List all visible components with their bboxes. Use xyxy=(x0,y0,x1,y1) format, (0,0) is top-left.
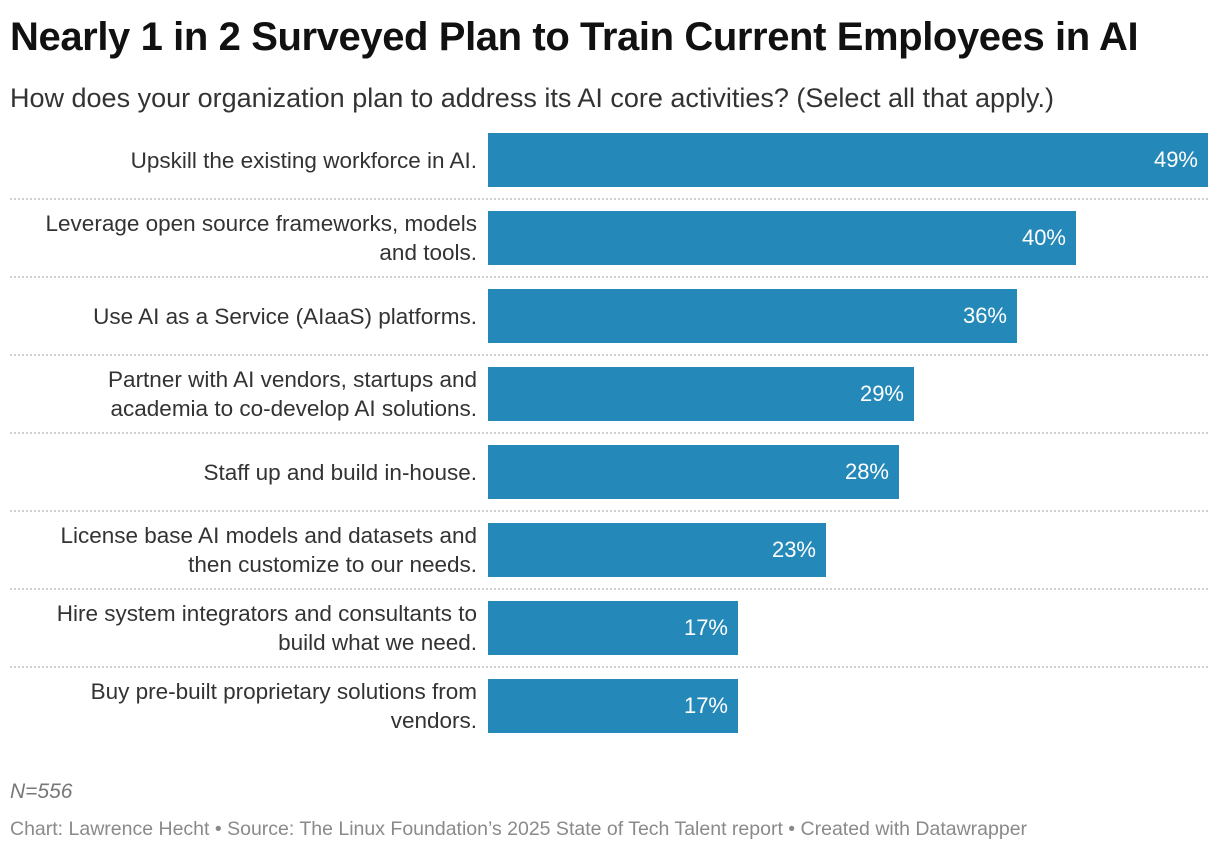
bar: 29% xyxy=(488,367,914,421)
row-separator xyxy=(10,666,1208,668)
category-label-line: Use AI as a Service (AIaaS) platforms. xyxy=(93,303,477,329)
category-label: Hire system integrators and consultants … xyxy=(10,601,477,655)
bar: 28% xyxy=(488,445,899,499)
category-label-line: Buy pre-built proprietary solutions from xyxy=(90,679,477,704)
category-label: Leverage open source frameworks, models a… xyxy=(10,211,477,265)
category-label-line: and tools. xyxy=(379,240,477,265)
category-label: Staff up and build in-house. xyxy=(10,445,477,499)
category-label-line: then customize to our needs. xyxy=(188,552,477,577)
sample-size-note: N=556 xyxy=(10,780,73,803)
row-separator xyxy=(10,276,1208,278)
bar-value-label: 17% xyxy=(683,615,728,640)
category-label-line: Partner with AI vendors, startups and xyxy=(108,367,477,392)
category-label-line: Upskill the existing workforce in AI. xyxy=(130,147,477,173)
row-separator xyxy=(10,510,1208,512)
row-separator xyxy=(10,432,1208,434)
bar-value-label: 36% xyxy=(962,303,1007,328)
category-label-line: Leverage open source frameworks, models xyxy=(45,211,477,236)
category-label-line: build what we need. xyxy=(278,630,477,655)
row-separator xyxy=(10,588,1208,590)
category-label-line: Hire system integrators and consultants … xyxy=(56,601,477,626)
category-label-line: vendors. xyxy=(390,708,477,733)
bar: 40% xyxy=(488,211,1076,265)
bar: 17% xyxy=(488,601,738,655)
chart-footer: Chart: Lawrence Hecht • Source: The Linu… xyxy=(10,818,1028,840)
category-label: License base AI models and datasets and t… xyxy=(10,523,477,577)
category-label: Partner with AI vendors, startups and aca… xyxy=(10,367,477,421)
category-label: Buy pre-built proprietary solutions from… xyxy=(10,679,477,733)
bar: 23% xyxy=(488,523,826,577)
bar-value-label: 28% xyxy=(844,459,889,484)
bar: 36% xyxy=(488,289,1017,343)
chart-subtitle: How does your organization plan to addre… xyxy=(10,83,1055,113)
category-label-line: academia to co-develop AI solutions. xyxy=(110,396,477,421)
category-label-line: Staff up and build in-house. xyxy=(203,459,477,485)
row-separator xyxy=(10,354,1208,356)
bar-value-label: 29% xyxy=(859,381,904,406)
bar-value-label: 17% xyxy=(683,693,728,718)
row-separator xyxy=(10,198,1208,200)
category-label: Upskill the existing workforce in AI. xyxy=(10,133,477,187)
category-label: Use AI as a Service (AIaaS) platforms. xyxy=(10,289,477,343)
chart-title: Nearly 1 in 2 Surveyed Plan to Train Cur… xyxy=(10,15,1139,59)
bar-value-label: 23% xyxy=(771,537,816,562)
bar: 49% xyxy=(488,133,1208,187)
category-label-line: License base AI models and datasets and xyxy=(60,523,477,548)
bar-value-label: 40% xyxy=(1021,225,1066,250)
bar-chart: Upskill the existing workforce in AI. 49%… xyxy=(0,120,1220,760)
bar: 17% xyxy=(488,679,738,733)
bar-value-label: 49% xyxy=(1153,147,1198,172)
